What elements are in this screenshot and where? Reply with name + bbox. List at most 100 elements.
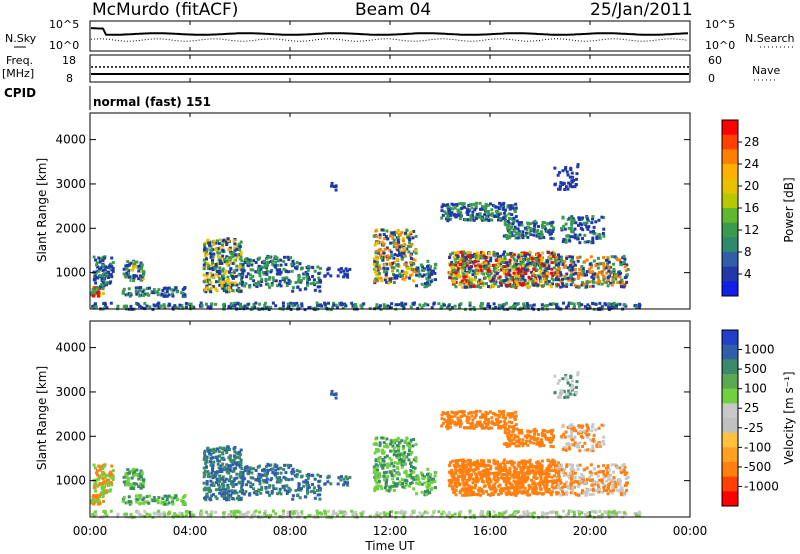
velocity-cell: [478, 473, 482, 477]
velocity-cell: [145, 495, 149, 499]
velocity-cell: [97, 477, 101, 481]
velocity-cell: [485, 423, 489, 427]
velocity-cell: [491, 485, 495, 489]
velocity-cell: [471, 481, 475, 485]
velocity-cell: [98, 468, 102, 472]
velocity-cell: [375, 449, 379, 453]
power-cell: [304, 270, 308, 274]
power-cell: [209, 255, 213, 259]
power-cell: [561, 240, 565, 244]
power-cell: [461, 261, 465, 265]
power-cell: [489, 202, 493, 206]
power-cell: [470, 206, 474, 210]
power-cell: [216, 247, 220, 251]
power-cell: [108, 266, 112, 270]
power-cell: [286, 302, 290, 306]
power-cell: [495, 214, 499, 218]
power-cell: [494, 205, 498, 209]
power-cell: [638, 303, 642, 307]
power-cell: [473, 275, 477, 279]
velocity-cell: [388, 464, 392, 468]
power-cell: [90, 293, 94, 297]
power-cell: [552, 226, 556, 230]
velocity-cell: [226, 485, 230, 489]
velocity-cell: [538, 483, 542, 487]
power-cell: [463, 218, 467, 222]
velocity-cell: [480, 488, 484, 492]
velocity-cell: [203, 449, 207, 453]
velocity-cell: [312, 486, 316, 490]
power-cell: [574, 271, 578, 275]
power-cell: [401, 277, 405, 281]
power-cell: [209, 275, 213, 279]
velocity-cell: [547, 472, 551, 476]
power-cell: [145, 287, 149, 291]
power-cell: [554, 303, 558, 307]
power-cell: [602, 234, 606, 238]
power-cell: [343, 272, 347, 276]
power-cell: [183, 293, 187, 297]
power-cell: [441, 203, 445, 207]
power-cell: [312, 278, 316, 282]
velocity-cell: [453, 421, 457, 425]
power-cell: [304, 272, 308, 276]
power-cell: [94, 271, 98, 275]
power-cell: [204, 302, 208, 306]
velocity-cell: [397, 461, 401, 465]
velocity-cell: [175, 498, 179, 502]
velocity-cell: [420, 471, 424, 475]
power-cell: [396, 274, 400, 278]
velocity-cell: [428, 483, 432, 487]
power-cell: [458, 283, 462, 287]
power-cell: [605, 280, 609, 284]
velocity-cell: [342, 483, 346, 487]
power-cell: [231, 275, 235, 279]
power-cell: [224, 280, 228, 284]
velocity-cell: [400, 477, 404, 481]
power-cell: [507, 212, 511, 216]
power-cell: [404, 231, 408, 235]
velocity-cell: [287, 478, 291, 482]
power-cell: [528, 285, 532, 289]
power-cell: [488, 269, 492, 273]
velocity-cell: [403, 455, 407, 459]
power-cell: [454, 280, 458, 284]
power-cell: [374, 251, 378, 255]
velocity-cell: [509, 459, 513, 463]
power-cell: [488, 285, 492, 289]
velocity-cell: [414, 442, 418, 446]
velocity-cell: [533, 486, 537, 490]
velocity-cell: [267, 485, 271, 489]
velocity-cell: [512, 424, 516, 428]
velocity-cell: [282, 475, 286, 479]
velocity-cell: [502, 477, 506, 481]
velocity-cell: [348, 475, 352, 479]
power-cell: [577, 285, 581, 289]
power-cell: [281, 304, 285, 308]
velocity-cell: [317, 484, 321, 488]
velocity-cell: [531, 482, 535, 486]
power-cell: [92, 291, 96, 295]
velocity-cell: [124, 483, 128, 487]
velocity-cell: [528, 469, 532, 473]
power-cell: [288, 280, 292, 284]
power-cell: [484, 255, 488, 259]
power-cell: [184, 301, 188, 305]
power-cell: [550, 251, 554, 255]
velocity-cell: [212, 460, 216, 464]
power-cell: [353, 303, 357, 307]
power-cell: [522, 270, 526, 274]
power-cell: [611, 277, 615, 281]
velocity-cell: [205, 479, 209, 483]
power-cell: [502, 269, 506, 273]
power-cell: [122, 267, 126, 271]
power-cell: [206, 305, 210, 309]
velocity-cell: [409, 461, 413, 465]
velocity-cell: [392, 469, 396, 473]
power-cell: [400, 269, 404, 273]
power-cell: [426, 268, 430, 272]
power-cell: [606, 278, 610, 282]
velocity-cell: [309, 490, 313, 494]
velocity-cell: [227, 494, 231, 498]
power-cell: [612, 301, 616, 305]
